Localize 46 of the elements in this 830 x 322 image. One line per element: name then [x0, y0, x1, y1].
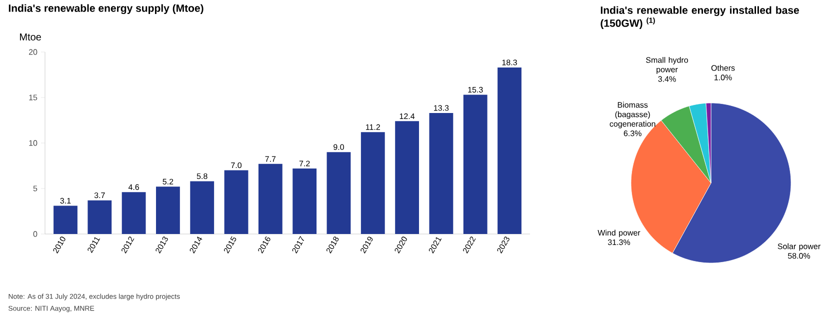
- slice-label: Small hydro power: [646, 56, 688, 74]
- chart-title: India's renewable energy supply (Mtoe): [8, 4, 204, 14]
- bar: [88, 200, 112, 234]
- bar: [292, 168, 317, 234]
- bar: [429, 112, 454, 234]
- data-label: 31.3%: [608, 239, 630, 246]
- data-label: 58.0%: [788, 253, 810, 259]
- bar: [54, 206, 78, 234]
- data-label: 7.0: [231, 162, 242, 168]
- data-label: 3.4%: [658, 76, 676, 82]
- slice-label: Biomass (bagasse) cogeneration: [610, 102, 656, 128]
- data-label: 1.0%: [714, 74, 732, 80]
- slice-label: Others: [711, 64, 735, 71]
- data-label: 3.1: [60, 198, 71, 204]
- y-tick-label: 5: [33, 186, 38, 192]
- data-label: 15.3: [468, 86, 483, 93]
- chart-title: India's renewable energy installed base (150GW) $^{(1)}$: [600, 6, 799, 29]
- bar: [122, 192, 146, 234]
- data-label: 9.0: [334, 144, 344, 150]
- data-label: 7.2: [299, 160, 310, 166]
- bar: [463, 94, 488, 234]
- y-tick-label: 0: [33, 231, 38, 237]
- bar: [258, 164, 282, 234]
- data-label: 5.8: [196, 173, 208, 180]
- data-label: 12.4: [400, 113, 415, 119]
- data-label: 11.2: [366, 124, 380, 130]
- slice-label: Wind power: [598, 230, 640, 238]
- y-tick-label: 10: [29, 140, 38, 146]
- data-label: 5.2: [162, 178, 174, 184]
- data-label: 7.7: [265, 156, 276, 162]
- bar: [190, 181, 214, 234]
- bar: [498, 67, 522, 234]
- data-label: 13.3: [434, 105, 449, 111]
- bar: [395, 121, 419, 234]
- data-label: 6.3%: [624, 130, 642, 136]
- bar: [156, 186, 180, 234]
- bar: [360, 132, 385, 234]
- bar: [224, 170, 248, 234]
- bar: [326, 152, 351, 234]
- data-label: 18.3: [502, 60, 517, 66]
- y-axis-title: Mtoe: [20, 34, 41, 40]
- y-tick-label: 20: [28, 49, 38, 55]
- y-tick-label: 15: [29, 94, 38, 100]
- data-label: 4.6: [128, 184, 140, 190]
- slice-label: Solar power: [778, 243, 820, 251]
- data-label: 3.7: [94, 192, 105, 198]
